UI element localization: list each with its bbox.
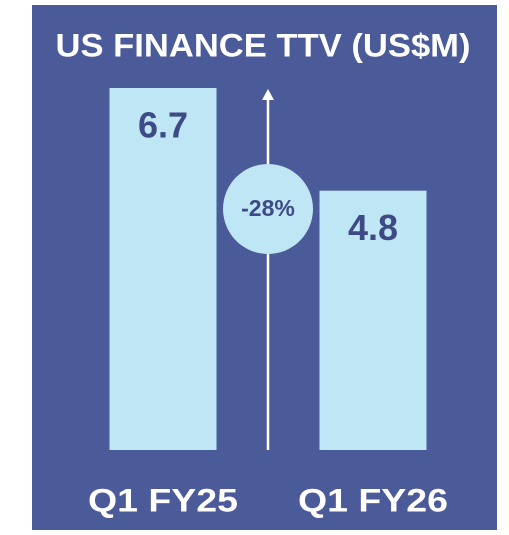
panel <box>32 5 497 530</box>
x-tick-label: Q1 FY25 <box>88 482 238 518</box>
value-label: 6.7 <box>138 105 188 146</box>
value-label: 4.8 <box>348 207 398 248</box>
change-label: -28% <box>241 195 295 221</box>
arrow-head <box>262 89 274 100</box>
bar <box>319 190 427 450</box>
chart-title: US FINANCE TTV (US$M) <box>56 27 471 63</box>
bar <box>109 88 217 450</box>
x-tick-label: Q1 FY26 <box>298 482 448 518</box>
change-badge <box>223 164 313 254</box>
